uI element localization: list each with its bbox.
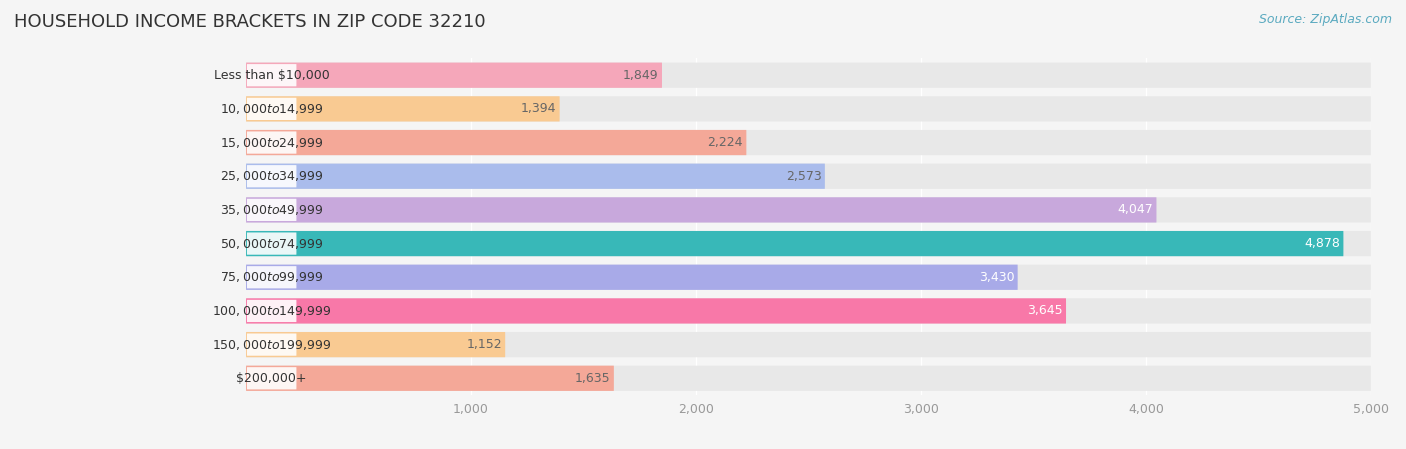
FancyBboxPatch shape xyxy=(246,62,662,88)
FancyBboxPatch shape xyxy=(246,96,1371,122)
Text: $100,000 to $149,999: $100,000 to $149,999 xyxy=(212,304,332,318)
FancyBboxPatch shape xyxy=(246,62,1371,88)
FancyBboxPatch shape xyxy=(246,231,1371,256)
Text: HOUSEHOLD INCOME BRACKETS IN ZIP CODE 32210: HOUSEHOLD INCOME BRACKETS IN ZIP CODE 32… xyxy=(14,13,485,31)
Text: Source: ZipAtlas.com: Source: ZipAtlas.com xyxy=(1258,13,1392,26)
FancyBboxPatch shape xyxy=(246,197,1157,223)
Text: $25,000 to $34,999: $25,000 to $34,999 xyxy=(219,169,323,183)
Text: 1,152: 1,152 xyxy=(467,338,502,351)
FancyBboxPatch shape xyxy=(246,130,747,155)
FancyBboxPatch shape xyxy=(246,365,1371,391)
FancyBboxPatch shape xyxy=(247,64,297,86)
Text: $200,000+: $200,000+ xyxy=(236,372,307,385)
FancyBboxPatch shape xyxy=(247,233,297,255)
FancyBboxPatch shape xyxy=(246,332,1371,357)
Text: $10,000 to $14,999: $10,000 to $14,999 xyxy=(219,102,323,116)
Text: $75,000 to $99,999: $75,000 to $99,999 xyxy=(219,270,323,284)
Text: 1,849: 1,849 xyxy=(623,69,658,82)
FancyBboxPatch shape xyxy=(246,197,1371,223)
FancyBboxPatch shape xyxy=(246,130,1371,155)
FancyBboxPatch shape xyxy=(247,367,297,389)
FancyBboxPatch shape xyxy=(246,264,1371,290)
Text: $15,000 to $24,999: $15,000 to $24,999 xyxy=(219,136,323,150)
FancyBboxPatch shape xyxy=(247,334,297,356)
FancyBboxPatch shape xyxy=(247,98,297,120)
Text: $50,000 to $74,999: $50,000 to $74,999 xyxy=(219,237,323,251)
Text: 1,635: 1,635 xyxy=(575,372,610,385)
FancyBboxPatch shape xyxy=(247,132,297,154)
Text: 3,645: 3,645 xyxy=(1026,304,1063,317)
FancyBboxPatch shape xyxy=(246,163,825,189)
FancyBboxPatch shape xyxy=(246,365,614,391)
Text: $35,000 to $49,999: $35,000 to $49,999 xyxy=(219,203,323,217)
FancyBboxPatch shape xyxy=(246,231,1343,256)
FancyBboxPatch shape xyxy=(247,199,297,221)
Text: 4,047: 4,047 xyxy=(1118,203,1153,216)
FancyBboxPatch shape xyxy=(246,298,1371,324)
Text: $150,000 to $199,999: $150,000 to $199,999 xyxy=(212,338,332,352)
Text: 4,878: 4,878 xyxy=(1305,237,1340,250)
Text: 2,224: 2,224 xyxy=(707,136,742,149)
Text: Less than $10,000: Less than $10,000 xyxy=(214,69,329,82)
FancyBboxPatch shape xyxy=(247,266,297,288)
FancyBboxPatch shape xyxy=(246,332,505,357)
Text: 3,430: 3,430 xyxy=(979,271,1014,284)
Text: 2,573: 2,573 xyxy=(786,170,821,183)
FancyBboxPatch shape xyxy=(246,96,560,122)
FancyBboxPatch shape xyxy=(246,264,1018,290)
FancyBboxPatch shape xyxy=(246,298,1066,324)
FancyBboxPatch shape xyxy=(247,165,297,187)
FancyBboxPatch shape xyxy=(246,163,1371,189)
FancyBboxPatch shape xyxy=(247,300,297,322)
Text: 1,394: 1,394 xyxy=(520,102,557,115)
